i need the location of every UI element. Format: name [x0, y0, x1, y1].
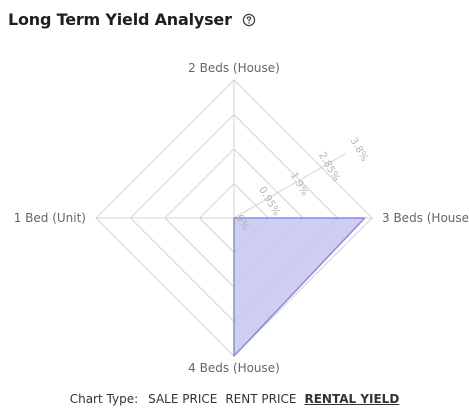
category-label-1: 2 Beds (House) [188, 61, 280, 75]
ring-label-1: 0.95% [256, 185, 281, 218]
chart-type-label: Chart Type: [69, 392, 139, 406]
chart-type-sale-price[interactable]: SALE PRICE [148, 392, 218, 406]
question-circle-icon[interactable] [242, 13, 256, 27]
chart-type-selector: Chart Type: SALE PRICE RENT PRICE RENTAL… [0, 392, 469, 406]
category-label-2: 3 Beds (House) [382, 211, 469, 225]
ring-label-guide [233, 153, 346, 219]
ring-label-3: 2.85% [316, 150, 341, 183]
ring-label-2: 1.9% [288, 170, 310, 198]
header: Long Term Yield Analyser [8, 10, 256, 29]
category-label-4: 1 Bed (Unit) [14, 211, 86, 225]
category-label-3: 4 Beds (House) [188, 361, 280, 375]
chart-type-rent-price[interactable]: RENT PRICE [225, 392, 297, 406]
data-area [233, 217, 366, 357]
page-title: Long Term Yield Analyser [8, 10, 232, 29]
chart-type-rental-yield[interactable]: RENTAL YIELD [304, 392, 400, 406]
radar-chart: 0.95%1.9%2.85%3.8%0%2 Beds (House)3 Beds… [14, 61, 469, 375]
ring-label-4: 3.8% [348, 136, 370, 164]
